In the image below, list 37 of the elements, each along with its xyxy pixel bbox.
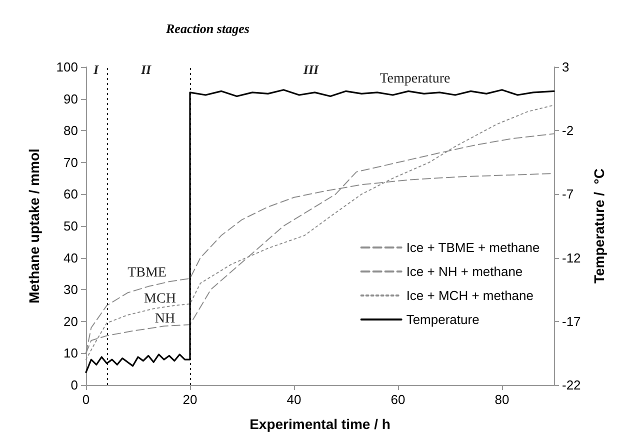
y-tick-label: 0 [70, 378, 78, 392]
y2-tick-label: -12 [562, 250, 581, 266]
x-tick-label: 20 [182, 392, 198, 407]
chart-title: Reaction stages [165, 21, 250, 36]
y-tick-label: 40 [64, 250, 78, 266]
annotation: I [92, 62, 100, 77]
annotation: Temperature [380, 72, 450, 86]
y-tick-label: 20 [64, 314, 78, 329]
annotation: TBME [128, 266, 166, 280]
x-axis-title: Experimental time / h [250, 416, 390, 432]
y2-axis-title: Temperature / °C [591, 168, 607, 284]
x-tick-label: 0 [82, 392, 90, 407]
y2-tick-label: -7 [562, 186, 574, 202]
y-tick-label: 50 [64, 218, 78, 234]
y-tick-label: 80 [64, 123, 78, 138]
x-tick-label: 60 [390, 392, 406, 407]
y-tick-label: 60 [64, 186, 78, 202]
legend-label: Ice + NH + methane [406, 264, 523, 279]
y2-tick-label: -22 [562, 378, 581, 392]
annotation: NH [154, 312, 176, 326]
legend-label: Ice + TBME + methane [406, 240, 540, 255]
y-tick-label: 30 [64, 282, 78, 298]
x-tick-label: 80 [494, 392, 510, 407]
annotation: III [302, 62, 320, 77]
y2-tick-label: 3 [562, 60, 570, 74]
annotation: MCH [144, 292, 176, 306]
y2-tick-label: -17 [562, 314, 581, 329]
x-tick-label: 40 [286, 392, 302, 407]
y-tick-label: 10 [64, 346, 78, 361]
y-tick-label: 70 [64, 154, 78, 170]
y-tick-label: 100 [56, 60, 78, 74]
y-tick-label: 90 [64, 91, 78, 106]
y-axis-title: Methane uptake / mmol [26, 148, 42, 304]
legend-label: Ice + MCH + methane [406, 288, 534, 303]
annotation: II [140, 62, 152, 77]
legend-label: Temperature [406, 312, 480, 327]
y2-tick-label: -2 [562, 123, 574, 138]
